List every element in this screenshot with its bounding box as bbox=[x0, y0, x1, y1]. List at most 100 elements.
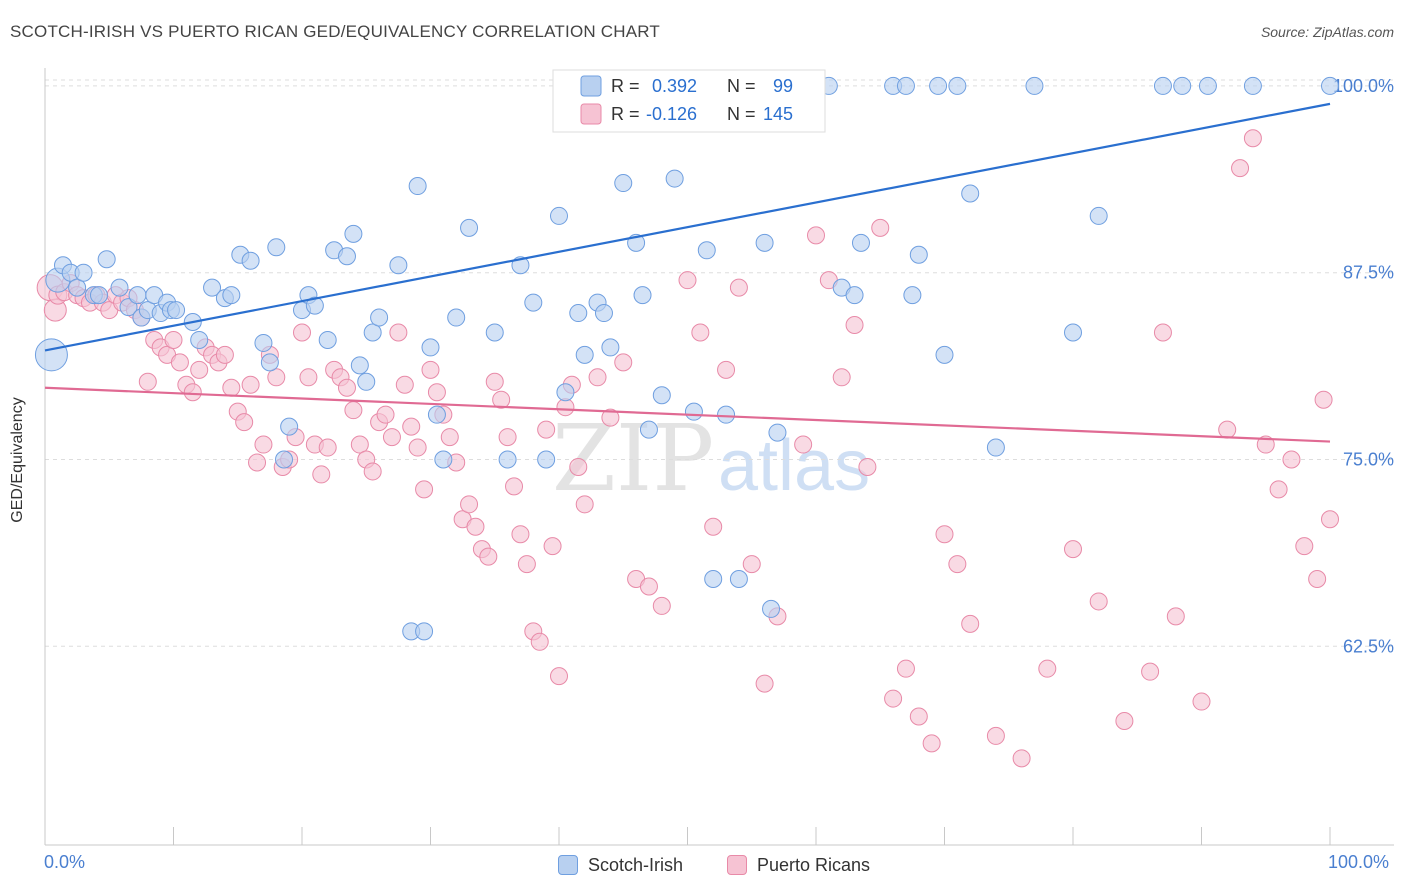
scotch-irish-point bbox=[556, 383, 575, 402]
scotch-irish-point bbox=[1025, 76, 1044, 95]
legend-item-puerto-ricans[interactable]: Puerto Ricans bbox=[727, 851, 870, 879]
puerto-ricans-point bbox=[183, 383, 202, 402]
scotch-irish-point bbox=[652, 386, 671, 405]
scotch-irish-point bbox=[447, 308, 466, 327]
puerto-ricans-point bbox=[832, 368, 851, 387]
puerto-ricans-point bbox=[601, 408, 620, 427]
scotch-irish-point bbox=[305, 296, 324, 315]
scotch-irish-point bbox=[948, 76, 967, 95]
scotch-irish-point bbox=[633, 286, 652, 305]
scotch-irish-point bbox=[594, 304, 613, 323]
source-credit: Source: ZipAtlas.com bbox=[1260, 24, 1394, 40]
puerto-ricans-point bbox=[1256, 435, 1275, 454]
scotch-irish-point bbox=[550, 206, 568, 225]
puerto-ricans-point bbox=[267, 368, 286, 387]
puerto-ricans-point bbox=[318, 438, 337, 457]
puerto-ricans-point bbox=[511, 525, 530, 544]
scotch-irish-point bbox=[110, 278, 129, 297]
puerto-ricans-point bbox=[408, 438, 427, 457]
puerto-ricans-point bbox=[299, 368, 318, 387]
scotch-irish-point bbox=[280, 417, 299, 436]
puerto-ricans-point bbox=[248, 453, 267, 472]
puerto-ricans-point bbox=[337, 378, 356, 397]
puerto-ricans-point bbox=[884, 689, 903, 708]
puerto-ricans-point bbox=[440, 428, 459, 447]
scotch-irish-point bbox=[717, 405, 736, 424]
scotch-irish-point bbox=[275, 450, 294, 469]
scotch-irish-point bbox=[267, 238, 286, 257]
scotch-irish-point bbox=[929, 76, 948, 95]
scotch-irish-point bbox=[569, 304, 588, 323]
scotch-irish-point bbox=[350, 356, 369, 375]
puerto-ricans-point bbox=[215, 345, 234, 364]
y-tick-labels: 62.5% 75.0% 87.5% 100.0% bbox=[1333, 76, 1394, 656]
scotch-irish-point bbox=[34, 338, 68, 372]
legend-r-label-1: R = bbox=[611, 76, 640, 96]
puerto-ricans-point bbox=[794, 435, 813, 454]
legend-n-label-2: N = bbox=[727, 104, 756, 124]
puerto-ricans-point bbox=[1308, 570, 1327, 589]
scotch-irish-point bbox=[537, 450, 556, 469]
legend-swatch-blue bbox=[580, 75, 602, 97]
scotch-irish-point bbox=[337, 247, 356, 266]
puerto-ricans-point bbox=[395, 375, 414, 394]
scotch-irish-point bbox=[434, 450, 453, 469]
scotch-irish-point bbox=[389, 256, 408, 275]
puerto-ricans-point bbox=[1269, 480, 1288, 499]
puerto-ricans-point bbox=[1012, 749, 1031, 768]
series-legend: Scotch-Irish Puerto Ricans bbox=[0, 851, 1406, 879]
scotch-irish-point bbox=[97, 250, 116, 269]
scotch-irish-point bbox=[575, 345, 594, 364]
scotch-irish-point bbox=[254, 333, 273, 352]
legend-swatch-scotch-irish bbox=[558, 855, 578, 875]
puerto-ricans-point bbox=[639, 577, 658, 596]
puerto-ricans-point bbox=[550, 667, 568, 686]
scotch-irish-point bbox=[89, 286, 108, 305]
scotch-irish-point bbox=[601, 338, 620, 357]
scotch-irish-point bbox=[203, 278, 222, 297]
scotch-irish-point bbox=[370, 308, 389, 327]
puerto-ricans-point bbox=[421, 360, 440, 379]
puerto-ricans-point bbox=[1218, 420, 1237, 439]
chart-title: SCOTCH-IRISH VS PUERTO RICAN GED/EQUIVAL… bbox=[10, 22, 661, 41]
puerto-ricans-point bbox=[479, 547, 498, 566]
scotch-irish-point bbox=[485, 323, 504, 342]
trend-lines bbox=[44, 102, 1331, 443]
legend-label-scotch-irish: Scotch-Irish bbox=[588, 854, 684, 875]
scotch-irish-point bbox=[684, 402, 703, 421]
scotch-irish-point bbox=[1198, 76, 1217, 95]
scotch-irish-point bbox=[762, 599, 781, 618]
puerto-ricans-point bbox=[678, 271, 697, 290]
legend-item-scotch-irish[interactable]: Scotch-Irish bbox=[558, 851, 683, 879]
scotch-irish-point bbox=[1153, 76, 1172, 95]
correlation-legend: R = 0.392 N = 99 R = -0.126 N = 145 bbox=[552, 69, 826, 133]
scotch-irish-point bbox=[1064, 323, 1082, 342]
puerto-ricans-point bbox=[935, 525, 954, 544]
scotch-irish-point bbox=[1173, 76, 1192, 95]
puerto-ricans-point bbox=[961, 614, 980, 633]
puerto-ricans-point bbox=[1282, 450, 1301, 469]
puerto-ricans-point bbox=[241, 375, 260, 394]
watermark-atlas: atlas bbox=[718, 426, 870, 506]
scotch-irish-point bbox=[222, 286, 241, 305]
puerto-ricans-point bbox=[1141, 662, 1160, 681]
puerto-ricans-point bbox=[717, 360, 736, 379]
puerto-ricans-point bbox=[164, 330, 183, 349]
puerto-ricans-point bbox=[344, 401, 363, 420]
puerto-ricans-point bbox=[254, 435, 273, 454]
puerto-ricans-point bbox=[1153, 323, 1172, 342]
legend-swatch-puerto-ricans bbox=[727, 855, 747, 875]
puerto-ricans-point bbox=[1321, 510, 1339, 529]
puerto-ricans-point bbox=[1115, 711, 1134, 730]
scotch-irish-point bbox=[986, 438, 1005, 457]
puerto-ricans-point bbox=[543, 537, 562, 556]
puerto-ricans-point bbox=[415, 480, 434, 499]
puerto-ricans-point bbox=[537, 420, 556, 439]
scotch-irish-point bbox=[639, 420, 658, 439]
puerto-ricans-point bbox=[729, 278, 748, 297]
puerto-ricans-point bbox=[1243, 129, 1262, 148]
scotch-irish-point bbox=[167, 301, 186, 320]
scotch-irish-point bbox=[961, 184, 980, 203]
puerto-ricans-point bbox=[466, 517, 485, 536]
